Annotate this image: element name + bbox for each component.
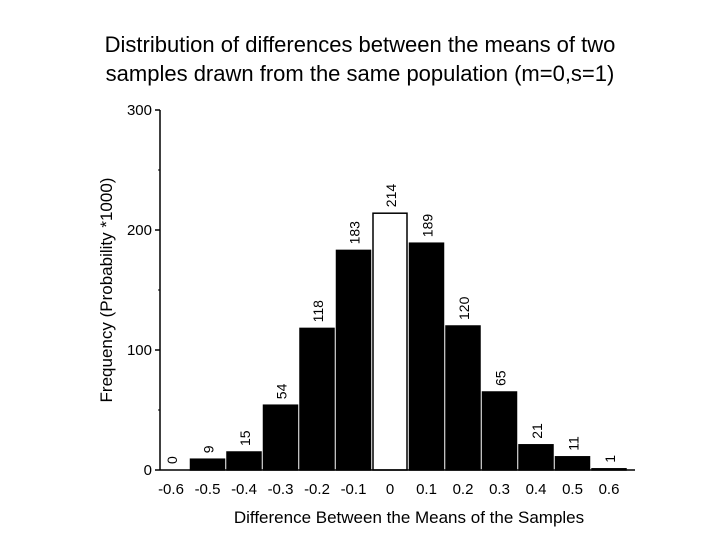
- chart-title-line-1: Distribution of differences between the …: [104, 32, 616, 57]
- x-tick-label-0.3: 0.3: [489, 481, 510, 498]
- x-axis: -0.6 -0.5 -0.4 -0.3 -0.2 -0.1 0 0.1 0.2 0.3 0.4 0.5…: [158, 469, 635, 498]
- bar-label-0.5: 11: [566, 436, 582, 451]
- x-tick-label--0.1: -0.1: [341, 481, 367, 498]
- bar-label--0.2: 118: [310, 300, 326, 323]
- bars-group: [189, 212, 627, 471]
- bar-0: [372, 212, 408, 471]
- bar-label-0.2: 120: [456, 296, 472, 320]
- y-axis-title: Frequency (Probability *1000): [97, 178, 116, 403]
- bar-0.5: [554, 456, 591, 471]
- x-tick-label-0.1: 0.1: [416, 481, 437, 498]
- y-tick-label-0: 0: [144, 462, 152, 479]
- bar-label-0: 214: [383, 184, 399, 208]
- x-tick-label-0.5: 0.5: [562, 481, 583, 498]
- bar--0.5: [189, 458, 226, 471]
- x-tick-label-0: 0: [386, 481, 394, 498]
- bar--0.4: [226, 451, 262, 471]
- bar-0.2: [445, 325, 481, 471]
- x-tick-label--0.6: -0.6: [158, 481, 184, 498]
- bar-0.1: [408, 242, 445, 471]
- x-axis-title: Difference Between the Means of the Samp…: [234, 508, 584, 527]
- x-tick-label--0.4: -0.4: [231, 481, 257, 498]
- bar--0.2: [299, 327, 335, 471]
- y-tick-label-100: 100: [127, 342, 152, 359]
- bar--0.1: [335, 249, 372, 471]
- bar-label--0.4: 15: [237, 430, 253, 446]
- y-axis: 0 100 200 300: [127, 102, 161, 479]
- bar-label-0.3: 65: [493, 370, 509, 386]
- bar-label--0.5: 9: [201, 445, 217, 453]
- x-tick-label-0.2: 0.2: [453, 481, 474, 498]
- y-tick-label-300: 300: [127, 102, 152, 119]
- bar-label--0.1: 183: [347, 221, 363, 245]
- chart-title: Distribution of differences between the …: [0, 30, 720, 88]
- x-tick-label--0.3: -0.3: [268, 481, 294, 498]
- x-tick-label-0.4: 0.4: [526, 481, 547, 498]
- bar-0.4: [518, 444, 554, 471]
- chart-title-line-2: samples drawn from the same population (…: [105, 61, 615, 86]
- bar-label-0.4: 21: [529, 423, 545, 439]
- bar--0.3: [262, 404, 299, 471]
- y-tick-label-200: 200: [127, 222, 152, 239]
- bar-label-0.1: 189: [420, 214, 436, 238]
- bar-0.3: [481, 391, 518, 471]
- x-tick-label--0.5: -0.5: [195, 481, 221, 498]
- bar-label--0.3: 54: [274, 383, 290, 399]
- x-tick-label-0.6: 0.6: [599, 481, 620, 498]
- bar-label--0.6: 0: [164, 456, 180, 464]
- bar-label-0.6: 1: [602, 455, 618, 463]
- x-tick-label--0.2: -0.2: [304, 481, 330, 498]
